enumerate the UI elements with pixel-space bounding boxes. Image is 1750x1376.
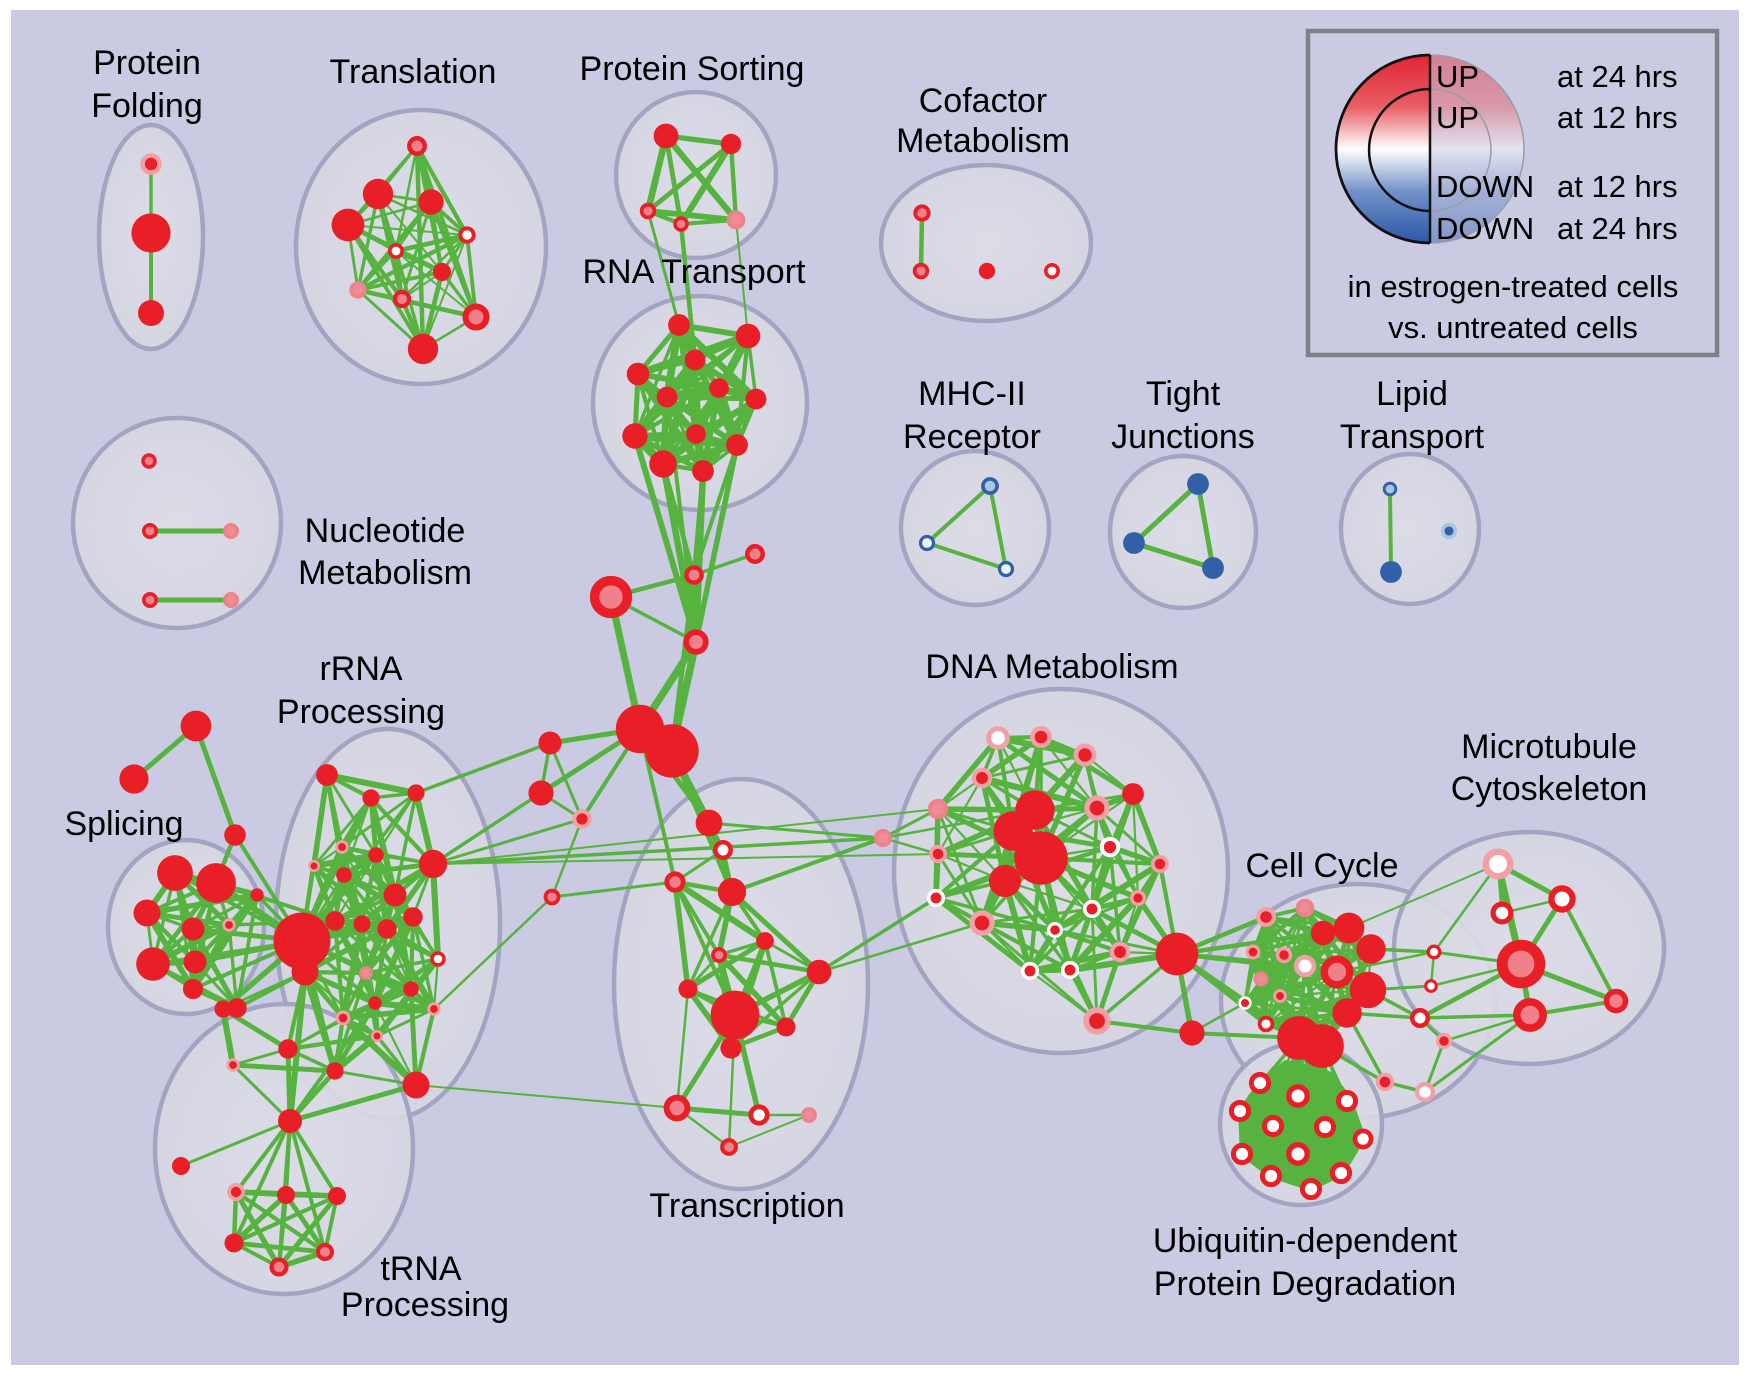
svg-text:rRNA: rRNA [319,650,402,688]
svg-text:DOWN: DOWN [1436,169,1534,204]
svg-text:at 12 hrs: at 12 hrs [1557,100,1678,135]
svg-text:tRNA: tRNA [380,1250,462,1288]
svg-text:at 24 hrs: at 24 hrs [1557,59,1678,94]
svg-text:MHC-II: MHC-II [918,375,1026,413]
svg-text:Splicing: Splicing [64,805,183,843]
svg-text:Lipid: Lipid [1376,375,1448,413]
svg-text:DOWN: DOWN [1436,211,1534,246]
svg-text:Metabolism: Metabolism [896,122,1070,160]
svg-text:UP: UP [1436,100,1479,135]
svg-text:Processing: Processing [277,693,445,731]
svg-text:Receptor: Receptor [903,418,1041,456]
svg-text:UP: UP [1436,59,1479,94]
svg-text:Cell Cycle: Cell Cycle [1245,847,1398,885]
svg-text:Ubiquitin-dependent: Ubiquitin-dependent [1153,1222,1458,1260]
svg-text:Protein Degradation: Protein Degradation [1154,1265,1456,1303]
svg-text:at 12 hrs: at 12 hrs [1557,169,1678,204]
svg-text:Protein Sorting: Protein Sorting [580,50,805,88]
svg-text:Cytoskeleton: Cytoskeleton [1451,770,1648,808]
svg-text:Translation: Translation [330,53,497,91]
svg-text:vs. untreated cells: vs. untreated cells [1388,310,1638,345]
svg-text:Processing: Processing [341,1286,509,1324]
svg-text:in estrogen-treated cells: in estrogen-treated cells [1348,269,1679,304]
svg-text:Junctions: Junctions [1111,418,1255,456]
svg-text:Folding: Folding [91,87,203,125]
svg-text:Metabolism: Metabolism [298,554,472,592]
svg-text:Tight: Tight [1146,375,1221,413]
svg-text:Nucleotide: Nucleotide [305,512,466,550]
svg-text:at 24 hrs: at 24 hrs [1557,211,1678,246]
svg-text:Transcription: Transcription [649,1187,844,1225]
svg-text:Cofactor: Cofactor [919,82,1048,120]
svg-text:Transport: Transport [1340,418,1485,456]
svg-text:Protein: Protein [93,44,201,82]
svg-text:RNA Transport: RNA Transport [583,253,807,291]
svg-text:DNA Metabolism: DNA Metabolism [925,648,1178,686]
svg-text:Microtubule: Microtubule [1461,728,1637,766]
